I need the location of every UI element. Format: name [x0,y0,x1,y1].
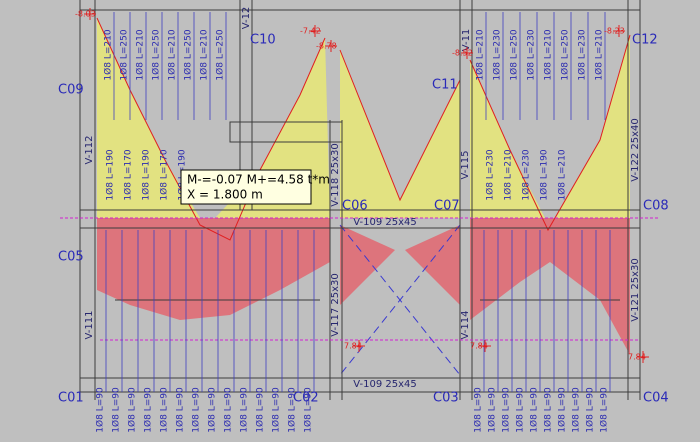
beam-label: V-11 [461,29,472,52]
rebar-label: 1Ø8 L=210 [594,29,605,80]
rebar-label: 1Ø8 L=210 [167,29,178,80]
rebar-label: 1Ø8 L=90 [585,387,596,433]
beam-label: V-121 25x30 [630,258,641,322]
column-label: C06 [342,199,368,214]
rebar-label: 1Ø8 L=190 [141,149,152,200]
rebar-label: 1Ø8 L=210 [103,29,114,80]
rebar-label: 1Ø8 L=90 [191,387,202,433]
beam-label: V-118 25x30 [330,143,341,207]
moment-label: -8.23 [604,27,625,36]
rebar-label: 1Ø8 L=190 [539,149,550,200]
beam-label: V-112 [84,136,95,165]
column-label: C07 [434,199,460,214]
column-label: C04 [643,391,669,406]
rebar-label: 1Ø8 L=90 [515,387,526,433]
tooltip-box [180,169,312,205]
rebar-label: 1Ø8 L=250 [215,29,226,80]
rebar-label: 1Ø8 L=90 [95,387,106,433]
rebar-label: 1Ø8 L=90 [175,387,186,433]
rebar-label: 1Ø8 L=90 [501,387,512,433]
rebar-label: 1Ø8 L=210 [199,29,210,80]
tooltip-text: M-=-0.07 M+=4.58 t*m [187,173,330,187]
beam-label: V-122 25x40 [630,118,641,182]
column-label: C02 [293,391,319,406]
rebar-label: 1Ø8 L=250 [119,29,130,80]
column-label: C01 [58,391,84,406]
rebar-label: 1Ø8 L=90 [557,387,568,433]
rebar-label: 1Ø8 L=90 [207,387,218,433]
moment-label: -8.52 [452,49,473,58]
rebar-label: 1Ø8 L=210 [543,29,554,80]
rebar-label: 1Ø8 L=210 [475,29,486,80]
beam-label: V-109 25x45 [353,217,417,228]
rebar-label: 1Ø8 L=230 [526,29,537,80]
beam-label: V-114 [460,311,471,340]
moment-diagram [96,17,631,376]
rebar-label: 1Ø8 L=90 [487,387,498,433]
rebar-label: 1Ø8 L=250 [183,29,194,80]
rebar-label: 1Ø8 L=90 [303,387,314,433]
rebar-label: 1Ø8 L=190 [105,149,116,200]
beam-label: V-109 25x45 [353,379,417,390]
rebar-label: 1Ø8 L=90 [111,387,122,433]
moment-label: 7.84 [344,342,362,351]
column-label: C11 [432,78,458,93]
rebar-label: 1Ø8 L=230 [485,149,496,200]
rebar-label: 1Ø8 L=230 [521,149,532,200]
column-label: C03 [433,391,459,406]
beam-label: V-117 25x30 [330,273,341,337]
moment-label: -7.42 [300,27,321,36]
rebar-label: 1Ø8 L=90 [223,387,234,433]
structure [60,0,660,400]
moment-label: 7.84 [628,353,646,362]
rebar-label: 1Ø8 L=250 [151,29,162,80]
rebar-label: 1Ø8 L=90 [473,387,484,433]
rebar-label: 1Ø8 L=90 [271,387,282,433]
rebar-label: 1Ø8 L=230 [492,29,503,80]
rebar-label: 1Ø8 L=210 [557,149,568,200]
column-label: C09 [58,83,84,98]
column-label: C05 [58,250,84,265]
beam-label: V-111 [84,311,95,340]
rebar-label: 1Ø8 L=90 [143,387,154,433]
rebar-label: 1Ø8 L=230 [577,29,588,80]
rebar-label: 1Ø8 L=90 [255,387,266,433]
rebar-label: 1Ø8 L=90 [287,387,298,433]
rebar-label: 1Ø8 L=90 [159,387,170,433]
rebar-label: 1Ø8 L=170 [123,149,134,200]
rebar-label: 1Ø8 L=90 [543,387,554,433]
moment-label: 7.84 [470,342,488,351]
rebar-label: 1Ø8 L=250 [560,29,571,80]
rebar-label: 1Ø8 L=210 [503,149,514,200]
moment-label: -8.78 [316,42,337,51]
rebar-label: 1Ø8 L=90 [529,387,540,433]
rebar-label: 1Ø8 L=250 [509,29,520,80]
rebar-label: 1Ø8 L=90 [239,387,250,433]
rebar-label: 1Ø8 L=90 [599,387,610,433]
tooltip-text: X = 1.800 m [187,188,263,202]
rebar-label: 1Ø8 L=170 [159,149,170,200]
column-label: C10 [250,33,276,48]
rebar-label: 1Ø8 L=210 [135,29,146,80]
column-label: C08 [643,199,669,214]
beam-label: V-115 [460,151,471,180]
beam-label: V-12 [241,7,252,30]
rebar-label: 1Ø8 L=90 [127,387,138,433]
rebar-label: 1Ø8 L=90 [571,387,582,433]
column-label: C12 [632,33,658,48]
moment-label: -8.03 [75,10,96,19]
